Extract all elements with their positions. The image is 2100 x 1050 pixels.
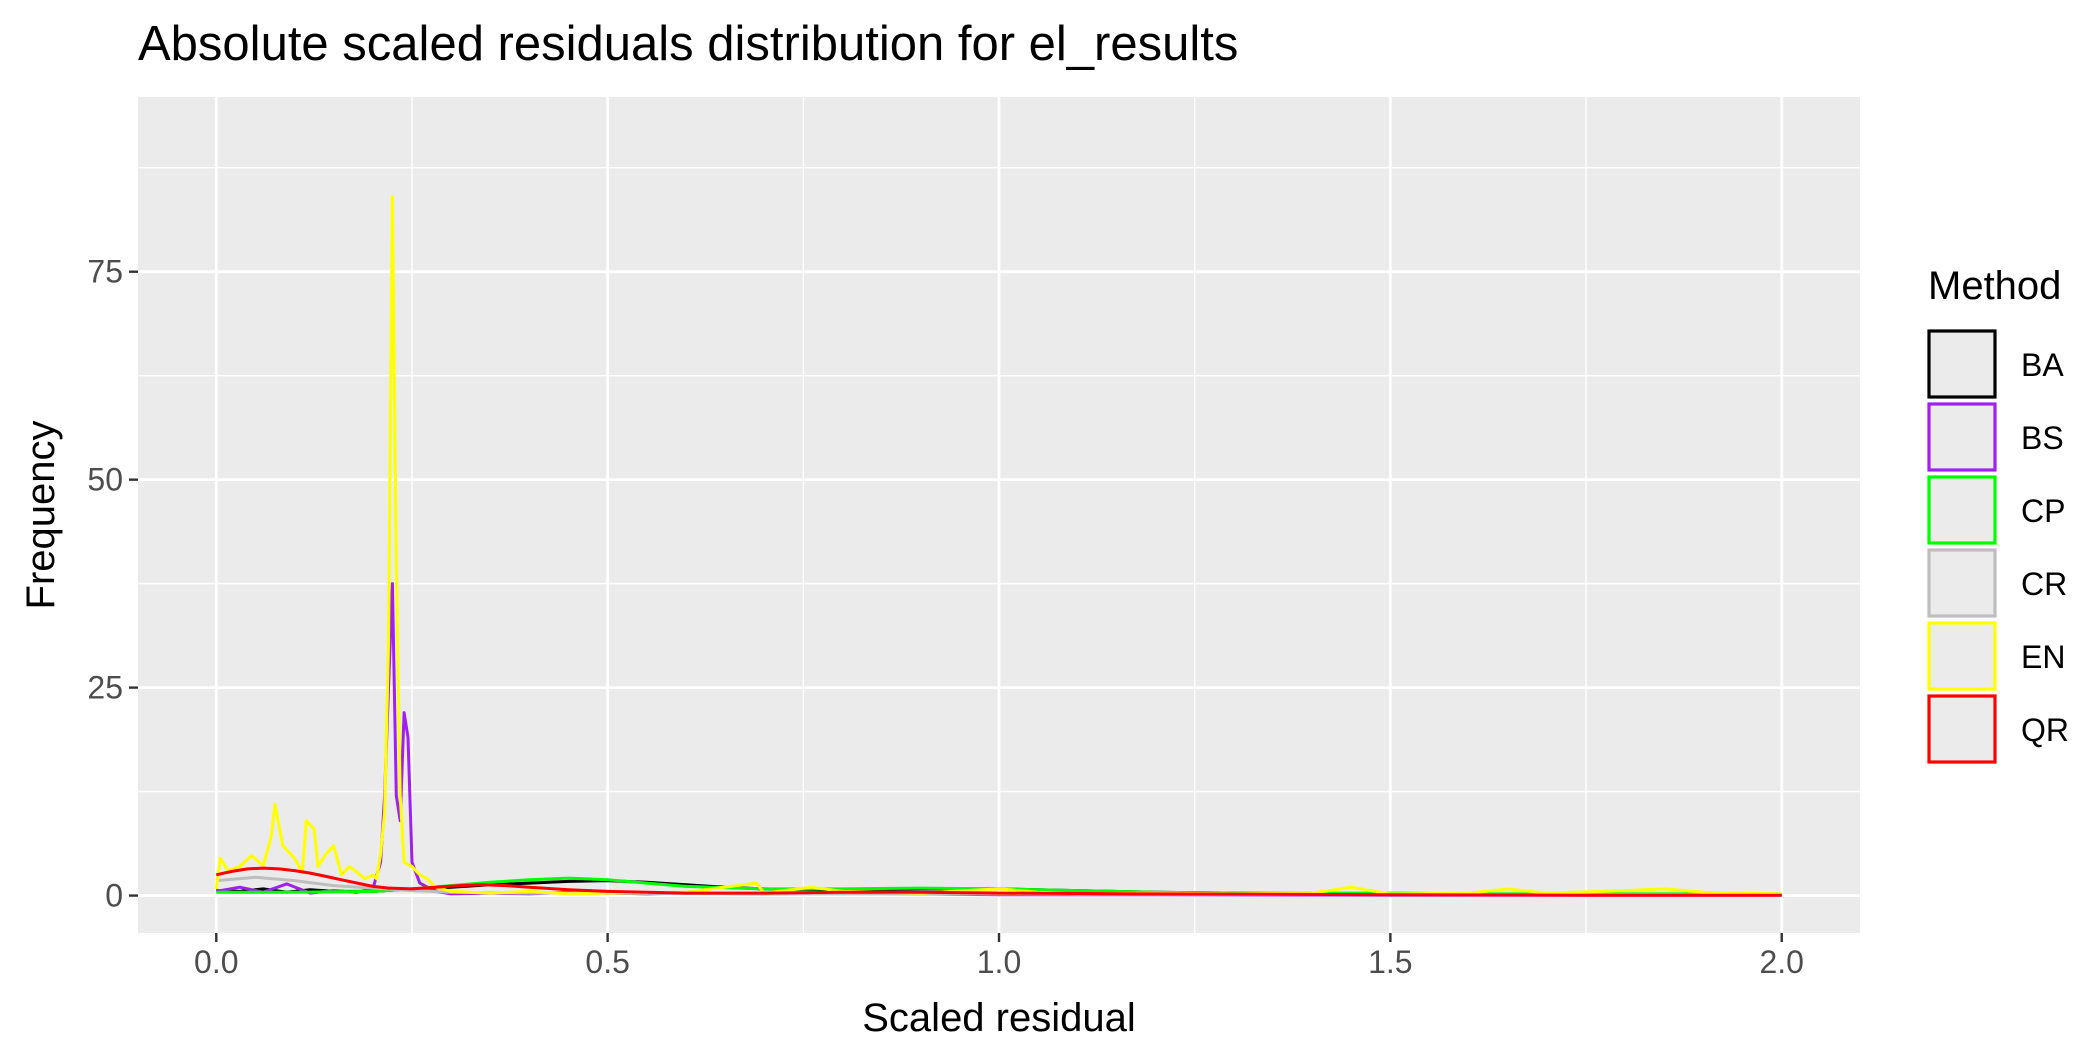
y-tick-label: 25: [87, 670, 123, 706]
legend-item-qr: QR: [1929, 696, 2069, 762]
x-tick-label: 0.0: [194, 944, 238, 980]
legend-key-bs: [1929, 404, 1995, 470]
y-axis-title: Frequency: [19, 421, 63, 610]
y-tick-label: 0: [105, 878, 123, 914]
legend-label: EN: [2021, 639, 2065, 675]
x-axis-title: Scaled residual: [862, 996, 1136, 1040]
x-tick-label: 1.5: [1368, 944, 1412, 980]
legend-item-bs: BS: [1929, 404, 2064, 470]
legend: Method BA BS CP CR EN QR: [1928, 264, 2069, 762]
legend-item-en: EN: [1929, 623, 2065, 689]
legend-item-cp: CP: [1929, 477, 2065, 543]
y-tick-label: 50: [87, 462, 123, 498]
legend-key-ba: [1929, 331, 1995, 397]
legend-label: QR: [2021, 712, 2069, 748]
y-tick-label: 75: [87, 254, 123, 290]
legend-label: CP: [2021, 493, 2065, 529]
x-tick-label: 2.0: [1759, 944, 1803, 980]
x-tick-label: 0.5: [585, 944, 629, 980]
legend-item-ba: BA: [1929, 331, 2064, 397]
legend-label: CR: [2021, 566, 2067, 602]
legend-key-cr: [1929, 550, 1995, 616]
legend-item-cr: CR: [1929, 550, 2067, 616]
legend-label: BA: [2021, 347, 2064, 383]
x-axis: 0.0 0.5 1.0 1.5 2.0: [194, 933, 1804, 980]
y-axis: 0 25 50 75: [87, 254, 138, 914]
legend-key-cp: [1929, 477, 1995, 543]
legend-label: BS: [2021, 420, 2064, 456]
legend-key-en: [1929, 623, 1995, 689]
x-tick-label: 1.0: [977, 944, 1021, 980]
legend-title: Method: [1928, 264, 2061, 308]
legend-key-qr: [1929, 696, 1995, 762]
chart-title: Absolute scaled residuals distribution f…: [138, 17, 1238, 71]
